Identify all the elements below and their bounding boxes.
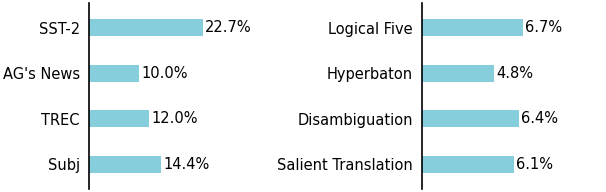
Text: 6.7%: 6.7% bbox=[525, 20, 562, 35]
Bar bbox=[422, 110, 519, 127]
Text: 22.7%: 22.7% bbox=[205, 20, 252, 35]
Bar bbox=[89, 65, 139, 82]
Bar bbox=[89, 156, 161, 173]
Text: 4.8%: 4.8% bbox=[497, 66, 534, 81]
Bar bbox=[422, 65, 494, 82]
Bar bbox=[422, 156, 514, 173]
Text: 6.1%: 6.1% bbox=[516, 157, 553, 172]
Text: 12.0%: 12.0% bbox=[152, 111, 198, 126]
Bar bbox=[89, 110, 149, 127]
Text: 10.0%: 10.0% bbox=[141, 66, 188, 81]
Text: 6.4%: 6.4% bbox=[521, 111, 558, 126]
Text: 14.4%: 14.4% bbox=[164, 157, 210, 172]
Bar bbox=[89, 19, 203, 36]
Bar bbox=[422, 19, 523, 36]
